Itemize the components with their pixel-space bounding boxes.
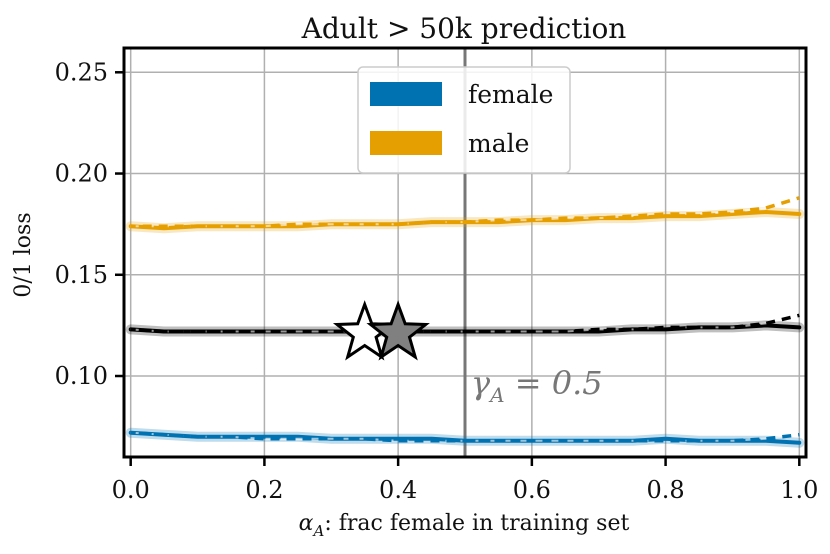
x-tick-label: 0.2 [245,476,283,504]
gamma-annotation: γA = 0.5 [471,364,603,407]
plot-frame [122,46,808,459]
x-tick-label: 1.0 [780,476,818,504]
star-marker-gray [366,300,430,361]
gamma-value: = 0.5 [505,364,603,402]
x-tick-label: 0.0 [112,476,150,504]
x-axis-title-rest: : frac female in training set [324,511,629,536]
x-axis-ticks: 0.0 0.2 0.4 0.6 0.8 1.0 [112,457,818,504]
female-dashed-line [130,430,800,443]
y-tick-label: 0.15 [55,261,108,289]
chart-title: Adult > 50k prediction [301,12,627,45]
alpha-subscript: A [312,522,325,540]
gamma-subscript: A [488,383,504,407]
alpha-symbol: α [299,511,314,536]
legend-swatch-female [370,82,442,106]
y-tick-label: 0.25 [55,58,108,86]
x-tick-label: 0.6 [513,476,551,504]
x-axis-title: αA: frac female in training set [299,511,630,540]
legend-label-female: female [468,80,553,109]
y-axis-title: 0/1 loss [11,212,36,297]
x-tick-label: 0.4 [379,476,417,504]
y-tick-label: 0.20 [55,160,108,188]
y-axis-ticks: 0.10 0.15 0.20 0.25 [55,58,124,390]
male-dashed-line [130,196,800,228]
plot-area [125,48,805,457]
legend: female male [357,66,571,174]
legend-label-male: male [468,129,529,158]
y-tick-label: 0.10 [55,362,108,390]
gamma-symbol: γ [471,364,491,402]
legend-swatch-male [370,131,442,155]
overall-dashed-line [130,313,800,334]
x-tick-label: 0.8 [647,476,685,504]
